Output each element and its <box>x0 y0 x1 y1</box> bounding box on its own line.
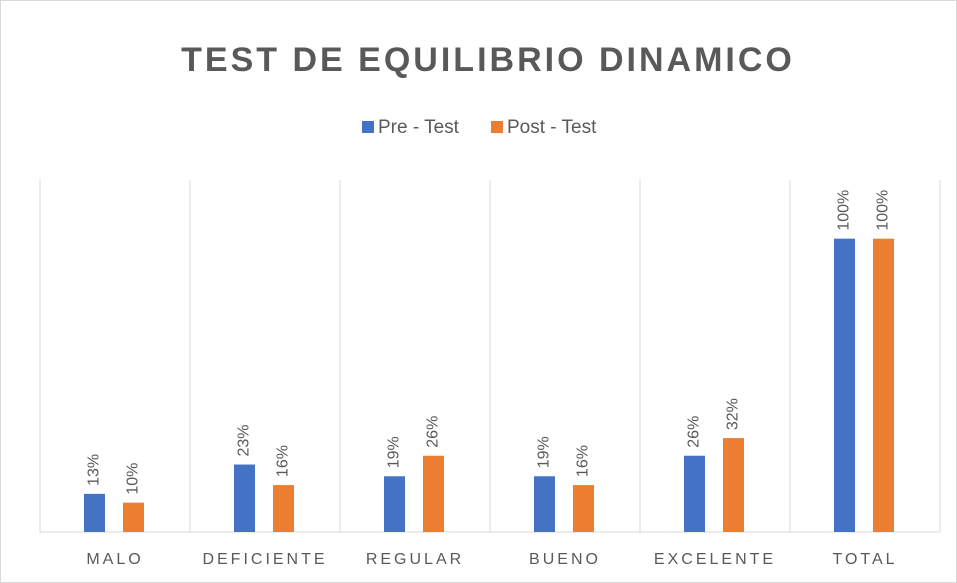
data-label: 19% <box>386 436 403 468</box>
x-tick-label: REGULAR <box>366 551 464 568</box>
chart-title: TEST DE EQUILIBRIO DINAMICO <box>181 41 795 79</box>
data-label: 26% <box>686 416 703 448</box>
bar <box>423 455 444 532</box>
legend-swatch <box>362 121 374 133</box>
bar <box>873 238 894 532</box>
data-label: 10% <box>125 463 142 495</box>
legend-swatch <box>490 121 503 133</box>
x-tick-label: EXCELENTE <box>654 551 776 568</box>
x-tick-label: TOTAL <box>832 551 897 568</box>
data-label: 16% <box>275 445 292 477</box>
x-tick-label: DEFICIENTE <box>202 551 327 568</box>
data-label: 19% <box>536 436 553 468</box>
data-label: 23% <box>236 425 253 457</box>
data-label: 100% <box>875 190 892 231</box>
bar <box>384 476 405 532</box>
data-label: 16% <box>575 445 592 477</box>
bar <box>84 493 105 532</box>
data-label: 32% <box>725 398 742 430</box>
data-label: 100% <box>836 190 853 231</box>
legend-label: Pre - Test <box>378 117 460 138</box>
bar <box>273 485 294 532</box>
bar <box>534 476 555 532</box>
legend-label: Post - Test <box>507 117 597 138</box>
x-tick-label: BUENO <box>529 551 601 568</box>
bar <box>234 464 255 532</box>
data-label: 26% <box>425 416 442 448</box>
bar <box>684 455 705 532</box>
bar <box>723 438 744 532</box>
bar <box>834 238 855 532</box>
x-tick-label: MALO <box>86 551 143 568</box>
bar <box>573 485 594 532</box>
bar <box>123 502 144 532</box>
data-label: 13% <box>86 454 103 486</box>
